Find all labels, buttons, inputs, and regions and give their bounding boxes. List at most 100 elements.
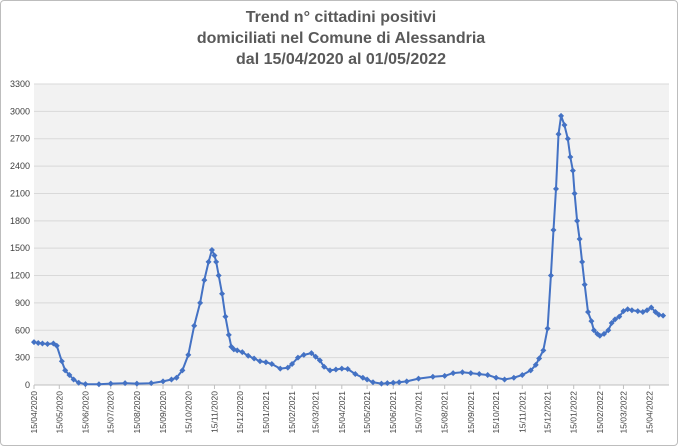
y-tick-label: 1200	[10, 271, 30, 281]
data-point	[576, 236, 583, 243]
data-point	[82, 381, 89, 388]
data-point	[364, 376, 371, 383]
x-tick-label: 15/01/2022	[569, 391, 579, 434]
data-point	[191, 322, 198, 329]
data-point	[213, 258, 220, 265]
data-point	[608, 319, 615, 326]
data-point	[338, 365, 345, 372]
x-tick-label: 15/12/2020	[235, 391, 245, 434]
data-point	[300, 351, 307, 358]
data-point	[550, 226, 557, 233]
data-point	[620, 308, 627, 315]
x-tick-label: 15/11/2020	[209, 391, 219, 433]
data-point	[316, 357, 323, 364]
data-point	[558, 112, 565, 119]
data-point	[581, 281, 588, 288]
data-point	[540, 347, 547, 354]
x-tick-label: 15/04/2020	[29, 391, 39, 434]
chart-title: Trend n° cittadini positivi domiciliati …	[1, 7, 677, 70]
x-tick-label: 15/07/2020	[106, 391, 116, 434]
data-point	[66, 371, 73, 378]
data-point	[359, 374, 366, 381]
data-point	[308, 350, 315, 357]
data-point	[321, 363, 328, 370]
data-point	[564, 135, 571, 142]
data-point	[219, 290, 226, 297]
data-point	[370, 379, 377, 386]
data-point	[648, 304, 655, 311]
data-point	[39, 340, 46, 347]
data-point	[588, 318, 595, 325]
data-point	[133, 380, 140, 387]
x-tick-label: 15/04/2022	[645, 391, 655, 434]
data-point	[215, 272, 222, 279]
data-point	[441, 372, 448, 379]
x-tick-label: 15/02/2021	[287, 391, 297, 434]
data-point	[122, 380, 129, 387]
x-tick-label: 15/08/2020	[132, 391, 142, 434]
y-tick-label: 3000	[10, 106, 30, 116]
data-point	[211, 252, 218, 259]
y-tick-label: 2400	[10, 161, 30, 171]
data-point	[616, 313, 623, 320]
chart-title-line-3: dal 15/04/2020 al 01/05/2022	[236, 51, 446, 68]
y-tick-label: 600	[15, 325, 30, 335]
data-point	[527, 367, 534, 374]
data-point	[467, 370, 474, 377]
data-point	[289, 361, 296, 368]
data-point	[555, 131, 562, 138]
data-point	[173, 374, 180, 381]
data-point	[510, 374, 517, 381]
data-point	[58, 358, 65, 365]
data-point	[612, 316, 619, 323]
data-point	[459, 369, 466, 376]
data-point	[205, 258, 212, 265]
data-point	[567, 153, 574, 160]
x-tick-label: 15/06/2021	[388, 391, 398, 434]
data-point	[208, 247, 215, 254]
data-point	[403, 378, 410, 385]
data-point	[484, 371, 491, 378]
y-tick-label: 3300	[10, 79, 30, 89]
data-point	[268, 361, 275, 368]
y-tick-label: 2700	[10, 134, 30, 144]
y-tick-label: 300	[15, 353, 30, 363]
data-point	[179, 367, 186, 374]
x-tick-label: 15/01/2021	[261, 391, 271, 434]
data-point	[644, 307, 651, 314]
data-point	[493, 374, 500, 381]
data-point	[585, 309, 592, 316]
data-point	[62, 367, 69, 374]
data-point	[185, 351, 192, 358]
data-point	[476, 371, 483, 378]
y-tick-label: 1800	[10, 216, 30, 226]
plot-area	[34, 84, 669, 385]
data-point	[148, 380, 155, 387]
data-point	[70, 376, 77, 383]
data-point	[75, 379, 82, 386]
data-point	[639, 309, 646, 316]
chart-title-line-2: domiciliati nel Comune di Alessandria	[196, 30, 486, 47]
x-tick-label: 15/04/2021	[337, 391, 347, 434]
y-tick-label: 0	[25, 380, 30, 390]
x-tick-label: 15/08/2021	[440, 391, 450, 434]
data-point	[652, 309, 659, 316]
data-point	[35, 340, 42, 347]
data-point	[294, 354, 301, 361]
data-point	[552, 185, 559, 192]
data-point	[326, 367, 333, 374]
data-point	[168, 376, 175, 383]
x-tick-label: 15/03/2022	[618, 391, 628, 434]
x-tick-label: 15/03/2021	[311, 391, 321, 434]
data-point	[519, 371, 526, 378]
data-point	[95, 381, 102, 388]
data-point	[590, 327, 597, 334]
x-tick-label: 15/10/2020	[183, 391, 193, 434]
data-point	[628, 307, 635, 314]
data-point	[547, 272, 554, 279]
data-point	[571, 190, 578, 197]
data-point	[332, 366, 339, 373]
x-tick-label: 15/05/2021	[362, 391, 372, 434]
data-point	[601, 330, 608, 337]
